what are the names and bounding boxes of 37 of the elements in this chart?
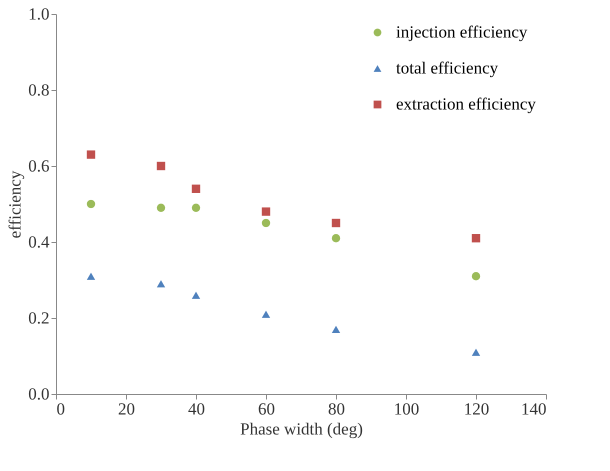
point [332,218,340,228]
point [156,162,166,170]
point [332,326,340,334]
x-tick-label: 20 [118,400,135,418]
y-tick-label: 1.0 [28,4,50,24]
x-tick-label: 0 [56,400,65,418]
x-tick-label: 120 [464,400,490,418]
y-tick-label: 0.2 [28,308,50,328]
point [86,150,96,159]
point [472,272,480,280]
point [86,200,96,208]
point [332,234,340,242]
point [472,234,480,242]
point [262,218,270,228]
y-tick-label: 0.8 [28,80,50,100]
y-tick-label: 0.0 [28,384,50,404]
point [192,184,200,193]
x-tick-label: 40 [188,400,205,418]
point [156,204,166,212]
y-axis-title: efficiency [5,170,24,238]
x-tick-label: 60 [258,400,275,418]
x-tick-label: 80 [328,400,345,418]
x-tick-label: 140 [521,400,546,418]
y-tick-label: 0.6 [28,156,50,176]
legend-label: total efficiency [396,58,499,78]
legend-label: injection efficiency [396,22,528,42]
point [156,280,166,288]
x-axis-title: Phase width (deg) [240,420,363,438]
y-tick-label: 0.4 [28,232,50,252]
x-tick-label: 100 [394,400,420,418]
point [472,348,480,356]
point [262,310,270,318]
point [262,207,270,216]
point [192,292,200,299]
legend-label: extraction efficiency [396,94,536,114]
point [192,204,200,212]
point [86,272,96,280]
